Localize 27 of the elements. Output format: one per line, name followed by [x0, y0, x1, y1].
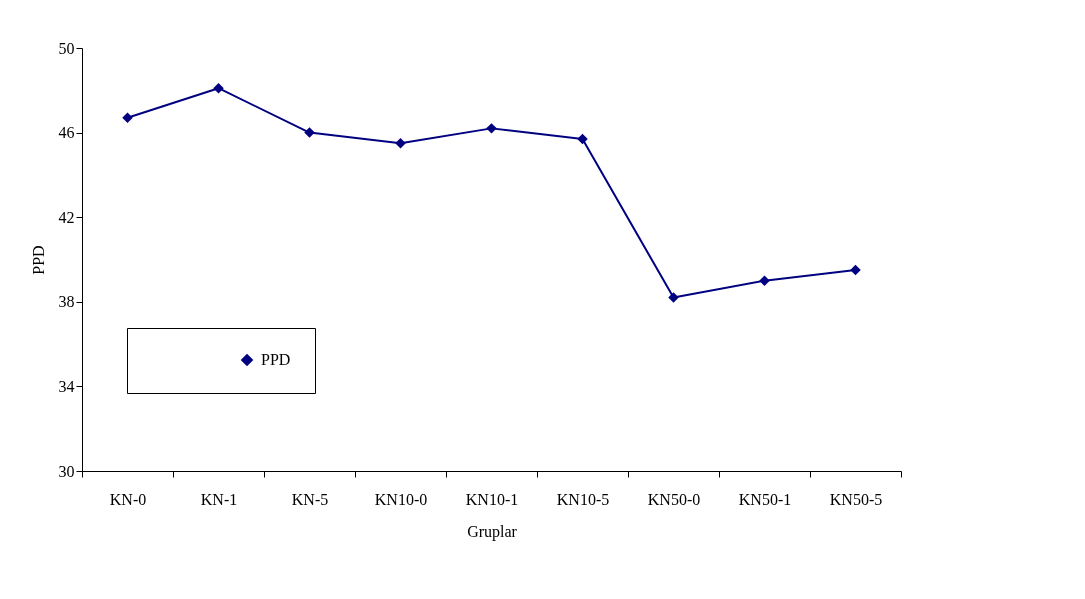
point: [122, 112, 133, 124]
point: [759, 275, 770, 286]
x-tick-label: KN10-1: [465, 490, 519, 508]
x-tick-label: KN10-5: [556, 490, 610, 508]
point: [577, 133, 588, 145]
y-axis-title: PPD: [29, 245, 47, 275]
y-tick-label: 46: [58, 124, 75, 142]
point: [850, 264, 861, 276]
x-tick-label: KN50-1: [738, 490, 792, 508]
y-tick-label: 34: [58, 377, 75, 395]
point: [304, 127, 315, 138]
x-tick-label: KN50-5: [829, 490, 883, 508]
point: [486, 123, 497, 134]
point: [668, 292, 679, 303]
x-tick-label: KN10-0: [374, 490, 428, 508]
y-tick-label: 42: [58, 208, 75, 226]
x-tick-label: KN-5: [291, 490, 329, 508]
x-axis-title: Gruplar: [467, 522, 518, 541]
x-tick-label: KN-1: [200, 490, 238, 508]
y-tick-label: 30: [58, 462, 75, 480]
x-tick-label: KN50-0: [647, 490, 701, 508]
point: [395, 137, 406, 149]
y-tick-label: 50: [58, 39, 75, 57]
legend-label: PPD: [261, 351, 291, 368]
point: [213, 82, 224, 94]
x-tick-label: KN-0: [109, 490, 147, 508]
y-tick-label: 38: [58, 293, 75, 311]
